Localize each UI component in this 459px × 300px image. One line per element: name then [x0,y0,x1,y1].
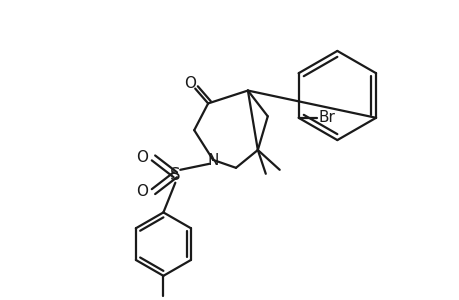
Text: Br: Br [318,110,335,125]
Text: O: O [184,76,196,91]
Text: N: N [207,153,218,168]
Text: O: O [136,150,148,165]
Text: S: S [170,166,180,184]
Text: O: O [136,184,148,199]
